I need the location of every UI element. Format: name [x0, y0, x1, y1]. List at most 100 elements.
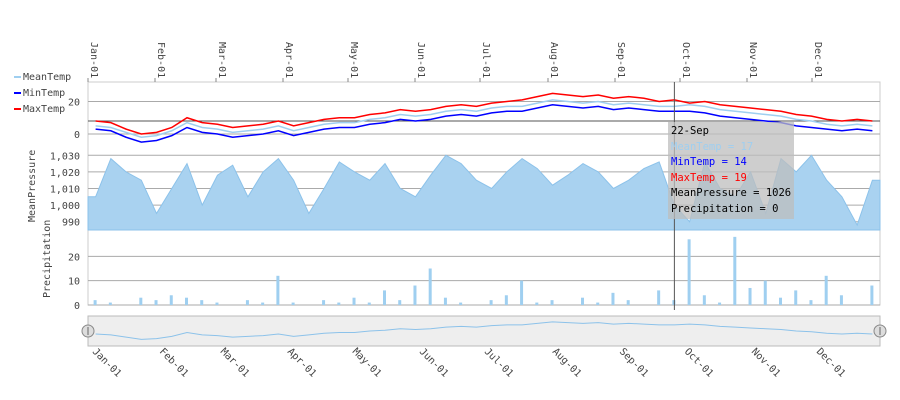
- precip-bar: [809, 300, 813, 305]
- precip-tick-label: 10: [68, 277, 80, 288]
- precip-bar: [794, 290, 798, 305]
- top-axis-label: Jul-01: [480, 42, 491, 78]
- precip-bar: [169, 295, 173, 305]
- bottom-axis-label: Sep-01: [617, 346, 650, 379]
- precip-bar: [322, 300, 326, 305]
- bottom-axis-label: Jan-01: [90, 346, 123, 379]
- tooltip-pressure: MeanPressure = 1026: [671, 187, 792, 199]
- pressure-tick-label: 1,030: [50, 151, 80, 162]
- range-navigator: [87, 315, 881, 347]
- precip-bar: [870, 285, 874, 305]
- precip-bar: [748, 287, 752, 305]
- legend-item-meantemp[interactable]: MeanTemp: [14, 70, 71, 86]
- precip-bar: [139, 297, 143, 305]
- precip-bar: [367, 302, 371, 305]
- precip-tick-label: 20: [68, 252, 80, 263]
- top-axis-label: Nov-01: [747, 42, 758, 78]
- tooltip-precipitation: Precipitation = 0: [671, 202, 779, 215]
- precip-bar: [550, 300, 554, 305]
- legend-label: MaxTemp: [23, 104, 66, 115]
- precip-bar: [352, 297, 356, 305]
- pressure-tick-label: 1,020: [50, 168, 80, 179]
- bottom-axis-label: Nov-01: [749, 346, 782, 379]
- bottom-axis-label: Dec-01: [814, 346, 847, 379]
- precip-bar: [291, 302, 295, 305]
- precip-bar: [185, 297, 188, 305]
- precip-bar: [428, 268, 432, 305]
- precip-bar: [261, 302, 265, 305]
- precip-bar: [657, 290, 661, 305]
- legend-item-maxtemp[interactable]: MaxTemp: [14, 102, 71, 118]
- precip-bar: [154, 300, 158, 305]
- legend-item-mintemp[interactable]: MinTemp: [14, 86, 71, 102]
- precip-bar: [687, 239, 691, 305]
- tooltip-mintemp: MinTemp = 14: [671, 156, 747, 168]
- top-axis-label: Sep-01: [615, 42, 626, 78]
- bottom-axis-label: Jul-01: [482, 346, 515, 379]
- legend: MeanTemp MinTemp MaxTemp: [14, 70, 71, 118]
- navigator-line: [95, 321, 873, 340]
- precip-bar: [215, 302, 219, 305]
- precip-tick-label: 0: [74, 301, 80, 312]
- precip-bar: [93, 300, 97, 305]
- top-axis-label: Mar-01: [216, 42, 227, 78]
- series-line-meantemp: [95, 99, 873, 139]
- temp-tick-label: 0: [74, 130, 80, 141]
- top-axis-label: Oct-01: [680, 42, 691, 78]
- precip-bar: [535, 302, 539, 305]
- precip-bar: [763, 280, 767, 305]
- precip-bar: [611, 292, 615, 305]
- precip-bar: [504, 295, 508, 305]
- precip-bar: [276, 275, 280, 305]
- precip-bar: [383, 290, 386, 305]
- tooltip-meantemp: MeanTemp = 17: [671, 140, 754, 153]
- top-axis-label: Aug-01: [548, 42, 559, 78]
- pressure-tick-label: 990: [62, 218, 80, 229]
- precip-bar: [702, 295, 706, 305]
- series-line-mintemp: [95, 103, 873, 143]
- precip-bar: [596, 302, 600, 305]
- tooltip-maxtemp: MaxTemp = 19: [671, 171, 747, 184]
- bottom-axis-label: Oct-01: [682, 346, 715, 379]
- precip-bar: [108, 302, 112, 305]
- series-line-maxtemp: [95, 92, 873, 135]
- precip-bar: [581, 297, 584, 305]
- bottom-axis-label: Mar-01: [218, 346, 251, 379]
- legend-label: MinTemp: [23, 88, 66, 99]
- precip-bar: [337, 302, 341, 305]
- precip-bar: [824, 275, 828, 305]
- pressure-tick-label: 1,010: [50, 185, 80, 196]
- precip-axis-label: Precipitation: [42, 220, 53, 298]
- precip-bar: [245, 300, 249, 305]
- precip-bar: [489, 300, 493, 305]
- precip-bar: [443, 297, 447, 305]
- precip-bar: [718, 302, 722, 305]
- precip-bar: [839, 295, 843, 305]
- bottom-axis-label: Feb-01: [157, 346, 190, 379]
- top-axis-label: Dec-01: [812, 42, 823, 78]
- tooltip: 22-Sep MeanTemp = 17 MinTemp = 14 MaxTem…: [668, 122, 795, 219]
- precip-bar: [413, 285, 417, 305]
- bottom-axis-label: Aug-01: [550, 346, 583, 379]
- precip-bar: [398, 300, 402, 305]
- precip-bar: [520, 280, 524, 305]
- bottom-axis-label: Jun-01: [417, 346, 450, 379]
- tooltip-date: 22-Sep: [671, 125, 709, 137]
- precip-bar: [200, 300, 204, 305]
- top-axis-label: Jan-01: [88, 42, 99, 78]
- precip-bar: [779, 297, 782, 305]
- top-axis-label: Feb-01: [155, 42, 166, 78]
- temp-tick-label: 20: [68, 98, 80, 109]
- bottom-axis-label: May-01: [350, 346, 383, 379]
- top-axis-label: May-01: [348, 42, 359, 78]
- top-axis-label: Jun-01: [415, 42, 426, 78]
- precip-bar: [626, 300, 630, 305]
- bottom-axis-label: Apr-01: [285, 346, 318, 379]
- legend-label: MeanTemp: [23, 72, 72, 83]
- pressure-axis-label: MeanPressure: [27, 150, 38, 222]
- precip-bar: [733, 236, 737, 305]
- precip-bar: [459, 302, 463, 305]
- pressure-tick-label: 1,000: [50, 201, 80, 212]
- top-axis-label: Apr-01: [283, 42, 294, 78]
